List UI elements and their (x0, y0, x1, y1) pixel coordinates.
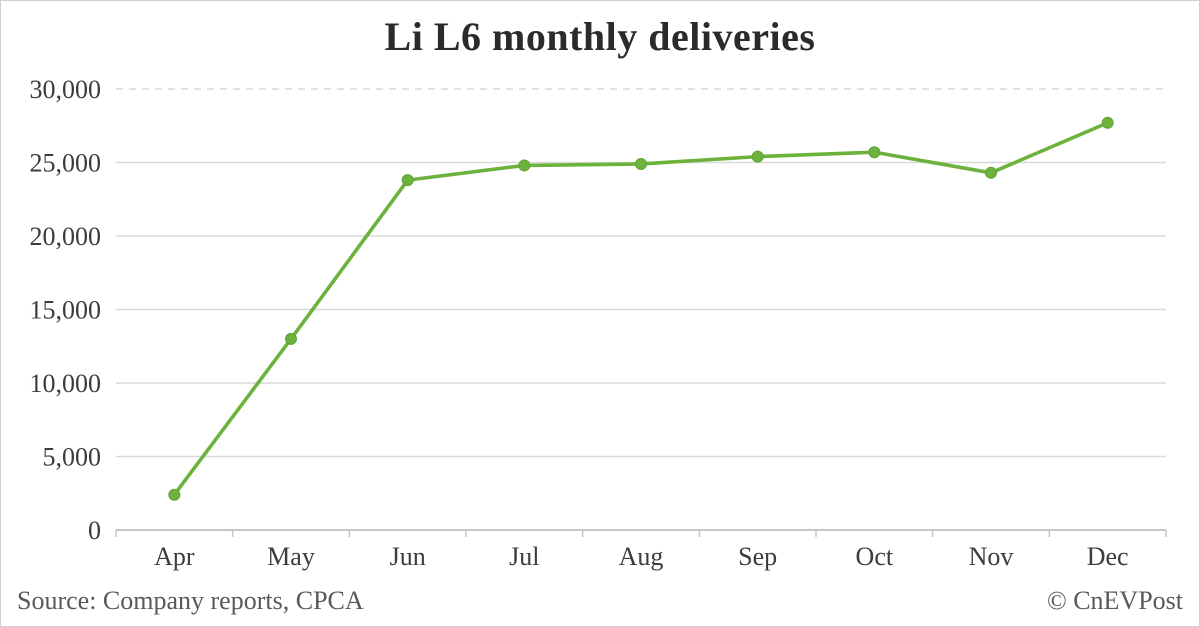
y-tick-label: 25,000 (30, 149, 102, 178)
y-tick-label: 0 (88, 516, 101, 545)
y-tick-label: 15,000 (30, 296, 102, 325)
data-point-marker (868, 146, 881, 159)
data-point-marker (401, 174, 414, 187)
data-point-marker (1101, 116, 1114, 129)
chart-title: Li L6 monthly deliveries (384, 14, 816, 59)
y-tick-label: 20,000 (30, 222, 102, 251)
x-tick-label: Sep (738, 542, 777, 571)
data-point-marker (518, 159, 531, 172)
x-tick-label: Jul (509, 542, 539, 571)
x-tick-label: May (267, 542, 315, 571)
data-point-marker (285, 332, 297, 345)
y-tick-label: 30,000 (30, 75, 102, 104)
x-tick-label: Apr (154, 542, 195, 571)
y-tick-label: 10,000 (30, 369, 102, 398)
data-point-marker (985, 166, 997, 179)
x-tick-label: Jun (390, 542, 426, 571)
x-tick-label: Dec (1087, 542, 1129, 571)
chart-footer: Source: Company reports, CPCA © CnEVPost (17, 586, 1183, 616)
x-tick-label: Nov (969, 542, 1014, 571)
y-tick-label: 5,000 (43, 443, 102, 472)
data-point-marker (168, 488, 181, 501)
data-point-marker (751, 150, 764, 163)
data-point-marker (635, 157, 647, 170)
x-tick-label: Oct (856, 542, 894, 571)
x-tick-label: Aug (619, 542, 664, 571)
source-note: Source: Company reports, CPCA (17, 586, 364, 615)
watermark-credit: © CnEVPost (1046, 586, 1183, 615)
